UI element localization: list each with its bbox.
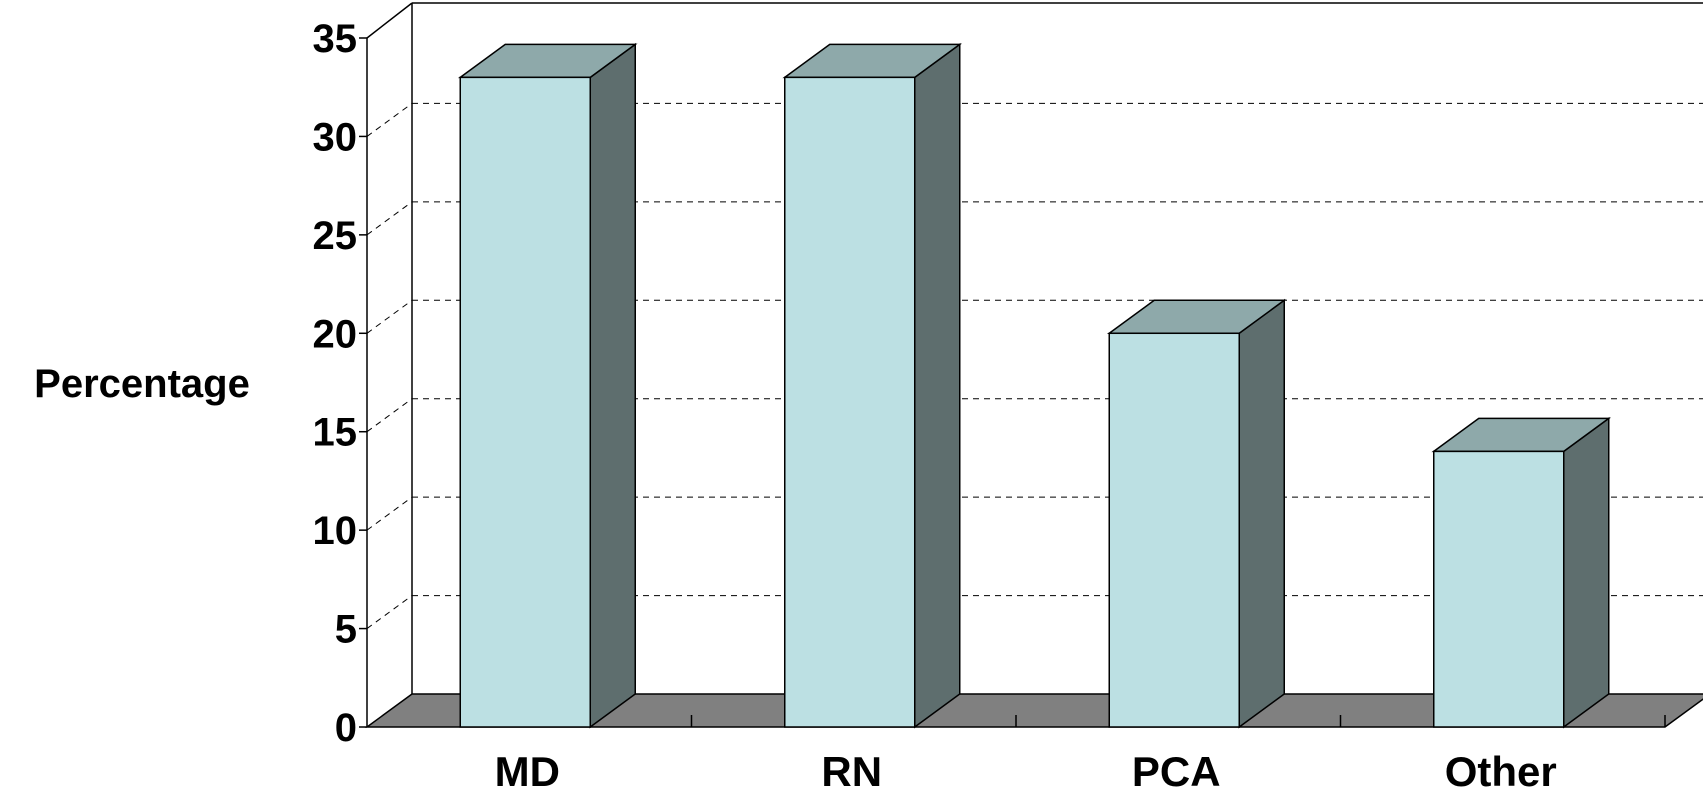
bar-front: [1433, 450, 1565, 728]
bar-front: [1108, 332, 1240, 728]
gridline-diagonal: [366, 496, 413, 531]
bar-side: [1238, 298, 1285, 729]
gridline-diagonal: [366, 398, 413, 433]
y-tick-label: 20: [313, 312, 358, 356]
bar-md: [457, 42, 638, 729]
x-tick-label-rn: RN: [821, 748, 882, 792]
y-tick-label: 0: [335, 706, 357, 750]
chart-walls: [366, 2, 1703, 727]
bars: [457, 42, 1612, 729]
bar-other: [1431, 416, 1612, 729]
x-tick-label-md: MD: [495, 748, 560, 792]
y-tick-label: 25: [313, 214, 358, 258]
bar-front: [784, 76, 916, 728]
gridlines: [366, 102, 1703, 629]
y-tick-label: 35: [313, 17, 358, 61]
x-tick-label-pca: PCA: [1132, 748, 1221, 792]
gridline-diagonal: [366, 299, 413, 334]
x-axis-ticks: MD RN PCA Other: [495, 715, 1666, 792]
bar-side: [914, 42, 961, 729]
left-wall-top-edge: [366, 2, 413, 39]
y-axis-label: Percentage: [34, 362, 250, 406]
bar-side: [589, 42, 636, 729]
y-tick-label: 30: [313, 115, 358, 159]
y-axis-ticks: 0 5 10 15 20 25 30 35: [313, 17, 367, 750]
bar-front: [459, 76, 591, 728]
bar-pca: [1106, 298, 1287, 729]
x-tick-label-other: Other: [1445, 748, 1557, 792]
y-tick-label: 5: [335, 608, 357, 652]
gridline-diagonal: [366, 103, 413, 137]
bar-rn: [782, 42, 963, 729]
gridline-diagonal: [366, 595, 413, 629]
gridline-diagonal: [366, 201, 413, 236]
bar-side: [1563, 416, 1610, 729]
y-tick-label: 15: [313, 411, 358, 455]
y-tick-label: 10: [313, 509, 358, 553]
